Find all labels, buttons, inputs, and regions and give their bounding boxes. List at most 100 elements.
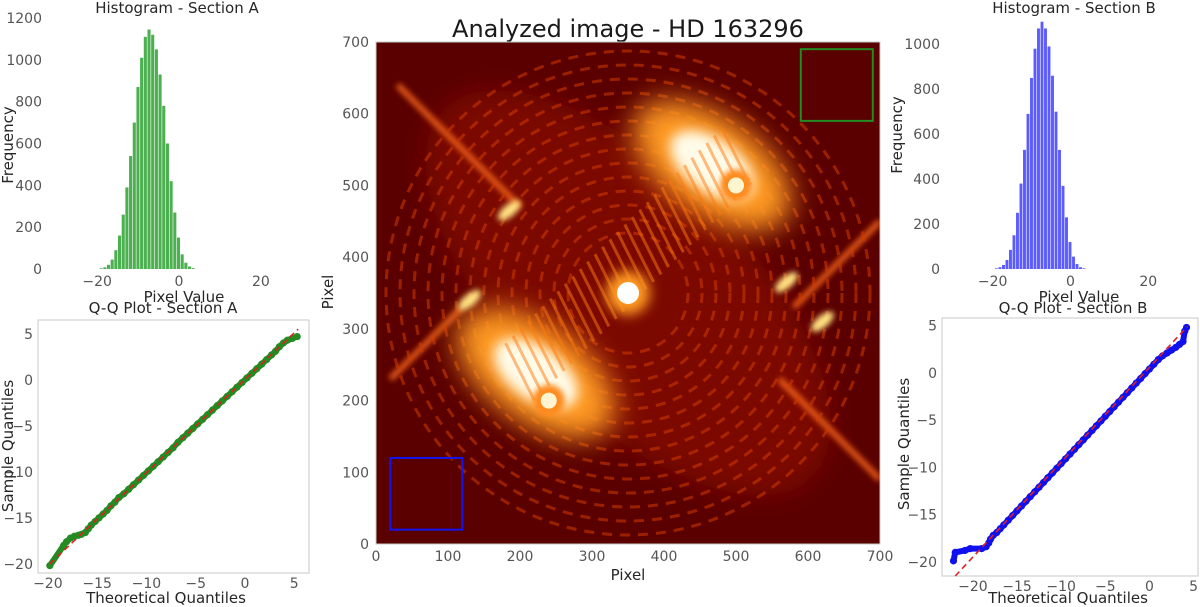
qq-a-x-ticks: −20 −15 −10 −5 0 5 xyxy=(33,576,299,592)
histogram-bar xyxy=(114,250,118,269)
histogram-bar xyxy=(125,187,129,269)
histogram-bar xyxy=(1044,28,1047,269)
histogram-bar xyxy=(176,237,181,269)
y-tick-label: 400 xyxy=(342,250,369,266)
satellite-spot xyxy=(540,392,557,409)
qq-point xyxy=(1044,474,1052,482)
qq-a-xlabel: Theoretical Quantiles xyxy=(85,589,246,607)
speckle-streak xyxy=(668,179,700,239)
qq-b-y-ticks: −20 −15 −10 −5 0 5 xyxy=(907,319,937,571)
qq-a-frame xyxy=(37,319,310,574)
histogram-bar xyxy=(1005,260,1009,269)
speckle-streak xyxy=(534,312,566,372)
image-xlabel: Pixel xyxy=(611,566,646,584)
qq-point xyxy=(46,562,54,570)
qq-b-frame xyxy=(941,317,1199,577)
speckle-spot xyxy=(811,311,834,332)
y-tick-label: 1200 xyxy=(6,11,42,27)
histogram-bar xyxy=(1023,149,1026,269)
diffraction-spike xyxy=(395,82,523,210)
x-tick-label: 20 xyxy=(1139,274,1157,290)
qq-point xyxy=(949,557,958,565)
x-tick-label: 600 xyxy=(795,549,822,565)
qq-b-xlabel: Theoretical Quantiles xyxy=(987,589,1148,607)
x-tick-label: 300 xyxy=(579,549,606,565)
y-tick-label: 5 xyxy=(24,327,33,343)
histogram-bar xyxy=(147,29,151,269)
histogram-a-bars xyxy=(99,29,195,270)
y-tick-label: 0 xyxy=(33,262,42,278)
histogram-bar xyxy=(1079,267,1082,269)
qq-point xyxy=(1150,360,1158,368)
section-box xyxy=(389,456,464,531)
histogram-bar xyxy=(1058,149,1061,269)
speckle-streak xyxy=(586,260,618,320)
qq-point xyxy=(1026,493,1034,501)
histogram-bar xyxy=(188,266,192,269)
histogram-bar xyxy=(1009,249,1012,269)
histogram-a-xlabel: Pixel Value xyxy=(144,288,225,306)
qq-point xyxy=(1141,370,1149,378)
qq-point xyxy=(1123,389,1131,397)
histogram-bar xyxy=(1047,46,1051,269)
histogram-b-ylabel: Frequency xyxy=(888,96,906,174)
qq-plot-section-a: Q-Q Plot - Section A −20 −15 −10 −5 0 5 −20 −1… xyxy=(0,299,310,607)
y-tick-label: 300 xyxy=(342,322,369,338)
qq-reference-line xyxy=(49,328,299,565)
qq-point xyxy=(1137,374,1145,383)
qq-point xyxy=(1182,323,1191,332)
diffraction-spike xyxy=(777,376,880,482)
histogram-bar xyxy=(1065,217,1068,269)
x-tick-label: −5 xyxy=(1095,579,1116,595)
histogram-bar xyxy=(99,268,103,269)
qq-point xyxy=(1048,469,1056,477)
y-tick-label: 0 xyxy=(928,366,937,382)
speckle-streak xyxy=(504,342,536,402)
qq-point xyxy=(1128,384,1136,392)
qq-point xyxy=(1084,431,1092,439)
qq-point xyxy=(1061,455,1070,463)
speckle-ring xyxy=(468,133,788,453)
histogram-bar xyxy=(158,74,162,269)
speckle-streak xyxy=(578,268,611,328)
y-tick-label: 200 xyxy=(15,220,42,236)
histogram-bar xyxy=(1061,185,1065,269)
histogram-bar xyxy=(1072,256,1075,269)
speckle-streak xyxy=(526,320,559,379)
speckle-spot xyxy=(458,290,481,311)
speckle-ring xyxy=(524,189,732,397)
speckle-spot xyxy=(775,272,798,293)
x-tick-label: 0 xyxy=(372,549,381,565)
speckle-streak xyxy=(563,283,596,342)
qq-point xyxy=(1079,436,1087,444)
image-frame xyxy=(375,41,881,545)
qq-a-y-ticks: −20 −15 −10 −5 0 5 xyxy=(3,327,33,573)
histogram-b-x-ticks: −20 0 20 xyxy=(978,274,1157,290)
qq-point xyxy=(951,548,959,556)
y-tick-label: 5 xyxy=(928,319,937,335)
speckle-streak xyxy=(519,327,551,387)
speckle-streak xyxy=(548,298,581,357)
speckle-streak xyxy=(511,335,544,394)
y-tick-label: 200 xyxy=(913,217,940,233)
histogram-bar xyxy=(1030,77,1033,269)
image-heatmap xyxy=(376,42,880,544)
histogram-bar xyxy=(132,122,136,269)
histogram-bar xyxy=(1012,235,1016,269)
speckle-ring xyxy=(496,161,760,425)
diffraction-spike xyxy=(791,219,880,310)
y-tick-label: 0 xyxy=(360,537,369,553)
histogram-b-xlabel: Pixel Value xyxy=(1039,288,1120,306)
speckle-streak xyxy=(541,305,573,365)
x-tick-label: 100 xyxy=(435,549,462,565)
speckle-streak xyxy=(690,157,722,216)
histogram-bar xyxy=(143,36,147,270)
qq-b-title: Q-Q Plot - Section B xyxy=(999,299,1148,317)
qq-b-points xyxy=(949,323,1191,577)
speckle-ring xyxy=(510,175,746,411)
histogram-bar xyxy=(103,267,107,269)
y-tick-label: −15 xyxy=(3,511,33,527)
x-tick-label: 0 xyxy=(1145,579,1154,595)
qq-b-x-ticks: −20 −15 −10 −5 0 5 xyxy=(958,579,1198,595)
qq-a-title: Q-Q Plot - Section A xyxy=(89,299,238,317)
